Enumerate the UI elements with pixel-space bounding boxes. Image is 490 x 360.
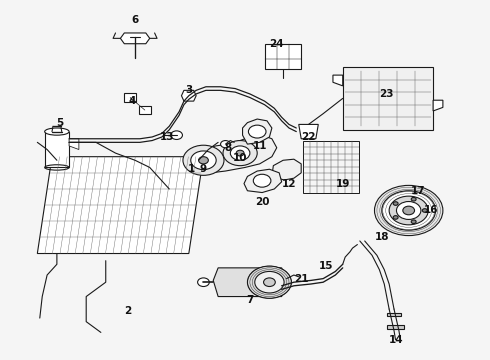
Ellipse shape (45, 128, 69, 135)
Circle shape (197, 278, 209, 287)
Polygon shape (124, 93, 136, 102)
Text: 15: 15 (318, 261, 333, 271)
Circle shape (230, 146, 250, 160)
Polygon shape (387, 313, 401, 316)
Circle shape (197, 152, 209, 161)
Circle shape (389, 196, 428, 225)
Circle shape (255, 271, 284, 293)
Circle shape (382, 191, 436, 230)
Circle shape (253, 174, 271, 187)
Text: 7: 7 (246, 295, 253, 305)
Polygon shape (433, 100, 443, 111)
Text: 14: 14 (389, 334, 404, 345)
Polygon shape (272, 159, 301, 180)
Circle shape (223, 140, 257, 166)
Polygon shape (265, 44, 301, 69)
Text: 5: 5 (56, 118, 63, 128)
Circle shape (374, 185, 443, 235)
Circle shape (220, 140, 230, 148)
Polygon shape (121, 33, 150, 44)
Circle shape (264, 278, 275, 287)
Text: 18: 18 (374, 232, 389, 242)
Polygon shape (69, 139, 79, 149)
Circle shape (191, 151, 216, 170)
Text: 22: 22 (301, 132, 316, 142)
Circle shape (198, 157, 208, 164)
Circle shape (393, 202, 398, 205)
Polygon shape (181, 90, 196, 101)
Text: 23: 23 (379, 89, 394, 99)
Polygon shape (343, 67, 433, 130)
Text: 10: 10 (233, 153, 247, 163)
Text: 3: 3 (185, 85, 193, 95)
Text: 20: 20 (255, 197, 270, 207)
Text: 2: 2 (124, 306, 131, 316)
Text: 6: 6 (131, 15, 139, 26)
Polygon shape (299, 125, 318, 139)
Text: 21: 21 (294, 274, 308, 284)
Circle shape (183, 145, 224, 175)
Circle shape (247, 266, 292, 298)
Text: 24: 24 (270, 39, 284, 49)
Polygon shape (243, 119, 272, 144)
Circle shape (248, 125, 266, 138)
Text: 13: 13 (160, 132, 174, 142)
Text: 11: 11 (252, 141, 267, 151)
Text: 9: 9 (200, 164, 207, 174)
Text: 17: 17 (411, 186, 426, 196)
Polygon shape (244, 169, 282, 193)
Circle shape (171, 131, 182, 139)
Text: 8: 8 (224, 143, 231, 153)
Text: 16: 16 (423, 206, 438, 216)
Circle shape (411, 220, 416, 224)
Text: 12: 12 (282, 179, 296, 189)
Circle shape (403, 206, 415, 215)
Circle shape (46, 152, 58, 161)
Polygon shape (387, 325, 404, 329)
Text: 4: 4 (129, 96, 136, 106)
Circle shape (393, 216, 398, 219)
Text: 1: 1 (188, 164, 195, 174)
Polygon shape (45, 132, 69, 167)
Circle shape (411, 197, 416, 201)
Circle shape (236, 150, 244, 156)
Polygon shape (213, 268, 287, 297)
Polygon shape (139, 106, 151, 114)
Text: 19: 19 (336, 179, 350, 189)
Polygon shape (189, 135, 277, 173)
Polygon shape (37, 157, 203, 253)
Polygon shape (333, 75, 343, 86)
Circle shape (422, 209, 427, 212)
Circle shape (396, 202, 421, 220)
